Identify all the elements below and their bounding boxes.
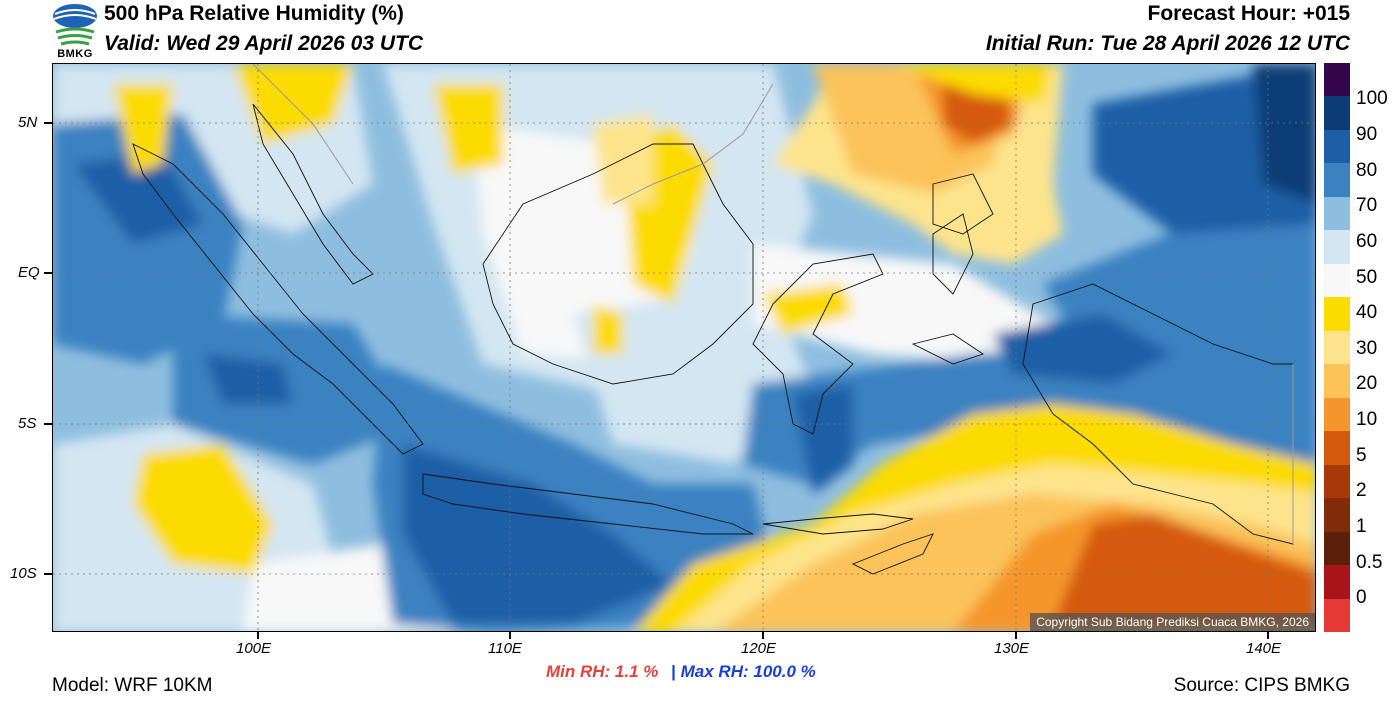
- lon-tick: [257, 632, 259, 639]
- lon-label-120e: 120E: [741, 640, 777, 657]
- lon-tick: [1267, 632, 1269, 639]
- lat-tick: [44, 573, 52, 575]
- lat-label-10s: 10S: [10, 565, 37, 582]
- lat-tick: [44, 272, 52, 274]
- lat-label-eq: EQ: [18, 264, 40, 281]
- min-rh: Min RH: 1.1 %: [546, 662, 659, 681]
- colorbar-label: 70: [1356, 195, 1378, 216]
- colorbar-swatch: [1324, 163, 1350, 198]
- colorbar-swatch: [1324, 464, 1350, 499]
- colorbar-label: 0.5: [1356, 552, 1383, 573]
- valid-time: Valid: Wed 29 April 2026 03 UTC: [104, 32, 423, 55]
- lon-tick: [509, 632, 511, 639]
- lon-label-140e: 140E: [1246, 640, 1282, 657]
- lon-tick: [1015, 632, 1017, 639]
- forecast-hour: Forecast Hour: +015: [1147, 2, 1351, 25]
- initial-run: Initial Run: Tue 28 April 2026 12 UTC: [985, 32, 1350, 55]
- colorbar-label: 80: [1356, 160, 1378, 181]
- colorbar-label: 1: [1356, 516, 1367, 537]
- map-title: 500 hPa Relative Humidity (%): [104, 2, 404, 25]
- colorbar-swatch: [1324, 565, 1350, 600]
- colorbar-swatch: [1324, 230, 1350, 265]
- colorbar-label: 40: [1356, 302, 1378, 323]
- lon-label-130e: 130E: [994, 640, 1030, 657]
- colorbar-label: 20: [1356, 373, 1378, 394]
- lat-tick: [44, 423, 52, 425]
- lat-label-5n: 5N: [18, 114, 38, 131]
- colorbar-swatch: [1324, 598, 1350, 633]
- lat-label-5s: 5S: [18, 415, 37, 432]
- stats-separator: |: [671, 662, 676, 681]
- colorbar-swatch: [1324, 96, 1350, 131]
- colorbar-label: 60: [1356, 231, 1378, 252]
- colorbar-label: 50: [1356, 267, 1378, 288]
- colorbar-label: 0: [1356, 587, 1367, 608]
- colorbar-label: 2: [1356, 480, 1367, 501]
- colorbar-swatch: [1324, 397, 1350, 432]
- colorbar-swatch: [1324, 297, 1350, 332]
- colorbar-swatch: [1324, 431, 1350, 466]
- colorbar-label: 100: [1356, 88, 1388, 109]
- source-label: Source: CIPS BMKG: [1173, 675, 1350, 696]
- model-label: Model: WRF 10KM: [52, 675, 213, 696]
- colorbar-swatch: [1324, 364, 1350, 399]
- humidity-map: Copyright Sub Bidang Prediksi Cuaca BMKG…: [52, 63, 1316, 632]
- lon-label-110e: 110E: [488, 640, 522, 657]
- colorbar-swatch: [1324, 531, 1350, 566]
- lon-label-100e: 100E: [236, 640, 272, 657]
- colorbar-label: 30: [1356, 338, 1378, 359]
- bmkg-logo: BMKG: [50, 2, 100, 60]
- logo-text: BMKG: [57, 48, 93, 60]
- colorbar-label: 5: [1356, 445, 1367, 466]
- colorbar-swatch: [1324, 498, 1350, 533]
- humidity-field: [53, 64, 1315, 631]
- humidity-colorbar: [1324, 63, 1350, 633]
- lat-tick: [44, 122, 52, 124]
- colorbar-label: 10: [1356, 409, 1378, 430]
- max-rh: Max RH: 100.0 %: [680, 662, 816, 681]
- colorbar-swatch: [1324, 129, 1350, 164]
- colorbar-swatch: [1324, 196, 1350, 231]
- lon-tick: [762, 632, 764, 639]
- colorbar-swatch: [1324, 263, 1350, 298]
- colorbar-swatch: [1324, 63, 1350, 97]
- colorbar-label: 90: [1356, 124, 1378, 145]
- copyright-notice: Copyright Sub Bidang Prediksi Cuaca BMKG…: [1030, 613, 1315, 631]
- colorbar-swatch: [1324, 330, 1350, 365]
